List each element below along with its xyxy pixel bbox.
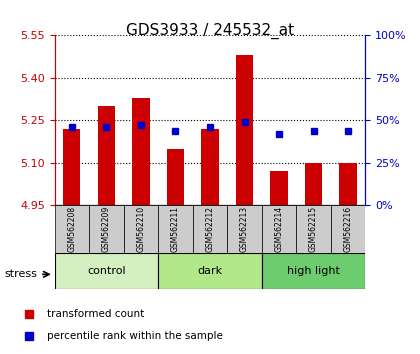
Bar xyxy=(167,149,184,205)
Bar xyxy=(270,171,288,205)
Text: GSM562209: GSM562209 xyxy=(102,206,111,252)
Text: GSM562211: GSM562211 xyxy=(171,206,180,252)
FancyBboxPatch shape xyxy=(331,205,365,253)
FancyBboxPatch shape xyxy=(55,253,158,289)
FancyBboxPatch shape xyxy=(193,205,227,253)
Bar xyxy=(63,129,81,205)
FancyBboxPatch shape xyxy=(55,205,89,253)
Text: stress: stress xyxy=(4,269,37,279)
Text: high light: high light xyxy=(287,266,340,276)
Text: GSM562210: GSM562210 xyxy=(136,206,145,252)
Bar xyxy=(236,55,253,205)
Text: GSM562214: GSM562214 xyxy=(275,206,284,252)
Text: control: control xyxy=(87,266,126,276)
FancyBboxPatch shape xyxy=(262,253,365,289)
Bar xyxy=(201,129,219,205)
Text: percentile rank within the sample: percentile rank within the sample xyxy=(47,331,223,341)
Text: GSM562208: GSM562208 xyxy=(67,206,76,252)
Text: GSM562216: GSM562216 xyxy=(344,206,353,252)
Text: transformed count: transformed count xyxy=(47,309,145,319)
Text: GDS3933 / 245532_at: GDS3933 / 245532_at xyxy=(126,23,294,39)
Text: GSM562213: GSM562213 xyxy=(240,206,249,252)
FancyBboxPatch shape xyxy=(89,205,123,253)
FancyBboxPatch shape xyxy=(158,205,193,253)
FancyBboxPatch shape xyxy=(158,253,262,289)
Text: GSM562212: GSM562212 xyxy=(205,206,215,252)
Bar xyxy=(132,98,150,205)
FancyBboxPatch shape xyxy=(123,205,158,253)
Text: dark: dark xyxy=(197,266,223,276)
FancyBboxPatch shape xyxy=(227,205,262,253)
FancyBboxPatch shape xyxy=(262,205,297,253)
Bar xyxy=(98,106,115,205)
FancyBboxPatch shape xyxy=(297,205,331,253)
Bar xyxy=(339,163,357,205)
Text: GSM562215: GSM562215 xyxy=(309,206,318,252)
Bar xyxy=(305,163,322,205)
